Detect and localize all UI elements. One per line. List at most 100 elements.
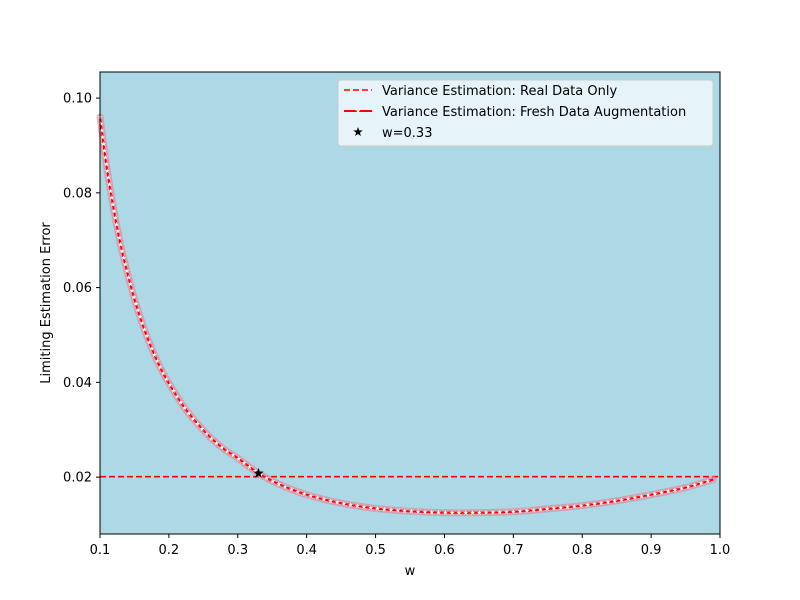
plot-area bbox=[100, 72, 720, 534]
series-marker bbox=[163, 376, 169, 382]
series-marker bbox=[692, 482, 698, 488]
series-marker bbox=[116, 235, 122, 240]
series-marker bbox=[109, 195, 115, 200]
series-marker bbox=[565, 504, 570, 510]
series-marker bbox=[308, 493, 314, 498]
y-tick-label: 0.06 bbox=[63, 281, 92, 296]
series-marker bbox=[137, 314, 143, 319]
series-marker bbox=[625, 496, 631, 502]
series-marker bbox=[241, 460, 247, 466]
series-marker bbox=[517, 508, 523, 514]
series-layer bbox=[96, 113, 720, 517]
series-marker bbox=[295, 489, 301, 494]
series-marker bbox=[219, 444, 225, 450]
series-marker bbox=[152, 352, 157, 357]
series-marker bbox=[126, 274, 132, 280]
series-marker bbox=[236, 456, 242, 461]
series-marker bbox=[592, 501, 598, 507]
series-marker bbox=[395, 507, 401, 513]
series-marker bbox=[652, 491, 658, 497]
series-marker bbox=[558, 505, 564, 510]
series-marker bbox=[639, 493, 644, 499]
series-marker bbox=[111, 208, 117, 214]
series-marker bbox=[195, 421, 200, 426]
series-marker bbox=[110, 201, 116, 207]
series-marker bbox=[160, 370, 166, 376]
series-marker bbox=[354, 503, 360, 509]
series-marker bbox=[504, 509, 509, 515]
series-marker bbox=[141, 326, 147, 332]
series-marker bbox=[645, 492, 651, 498]
series-marker bbox=[119, 248, 125, 254]
series-marker bbox=[612, 498, 618, 504]
series-marker bbox=[214, 440, 220, 446]
series-marker bbox=[375, 506, 380, 511]
series-marker bbox=[167, 382, 173, 388]
series-marker bbox=[672, 487, 678, 493]
series-marker bbox=[135, 307, 141, 313]
series-marker bbox=[301, 491, 307, 497]
series-marker bbox=[144, 333, 150, 339]
axes-layer: 0.1 0.2 0.3 0.4 0.5 0.6 0.7 0.8 0.9 1.0 0.02 0.04 0.… bbox=[63, 92, 730, 558]
series-marker bbox=[98, 121, 104, 126]
series-marker bbox=[129, 288, 135, 293]
series-marker bbox=[442, 510, 448, 515]
series-marker bbox=[341, 501, 347, 506]
series-marker bbox=[121, 255, 127, 260]
series-marker bbox=[618, 497, 624, 503]
series-marker bbox=[632, 495, 638, 500]
series-marker bbox=[456, 510, 462, 515]
x-tick-label: 0.1 bbox=[90, 543, 111, 558]
series-marker bbox=[178, 399, 184, 405]
series-marker bbox=[551, 505, 557, 511]
x-tick-label: 0.4 bbox=[296, 543, 317, 558]
legend: Variance Estimation: Real Data Only Vari… bbox=[337, 79, 714, 147]
series-marker bbox=[276, 481, 282, 487]
series-marker bbox=[224, 448, 230, 454]
series-marker bbox=[252, 468, 258, 474]
series-marker bbox=[659, 490, 665, 495]
series-marker bbox=[282, 484, 288, 489]
series-marker bbox=[415, 509, 421, 514]
series-marker bbox=[100, 134, 106, 140]
series-marker bbox=[544, 506, 550, 512]
series-marker bbox=[131, 294, 137, 300]
series-marker bbox=[127, 281, 133, 287]
x-tick-label: 0.8 bbox=[572, 543, 593, 558]
y-axis-label: Limiting Estimation Error bbox=[39, 222, 54, 384]
x-tick-label: 0.3 bbox=[227, 543, 248, 558]
series-marker bbox=[510, 509, 516, 514]
series-marker bbox=[105, 175, 111, 180]
y-tick-label: 0.10 bbox=[63, 92, 92, 107]
series-marker bbox=[270, 478, 276, 484]
series-marker bbox=[571, 503, 577, 509]
highlight-star-marker bbox=[253, 467, 264, 478]
series-marker bbox=[146, 339, 152, 345]
legend-label-highlight: w=0.33 bbox=[382, 126, 432, 141]
legend-marker-highlight bbox=[353, 127, 363, 137]
series-marker bbox=[490, 509, 496, 515]
series-marker bbox=[149, 346, 155, 351]
y-tick-label: 0.08 bbox=[63, 186, 92, 201]
series-marker bbox=[101, 141, 107, 147]
series-marker bbox=[314, 495, 320, 500]
series-marker bbox=[348, 502, 353, 508]
series-marker bbox=[104, 168, 110, 174]
legend-label-fresh-data: Variance Estimation: Fresh Data Augmenta… bbox=[382, 105, 686, 120]
x-tick-label: 0.2 bbox=[159, 543, 180, 558]
x-tick-label: 0.6 bbox=[434, 543, 455, 558]
series-marker bbox=[531, 507, 537, 513]
plot-frame bbox=[99, 71, 721, 535]
series-marker bbox=[605, 499, 611, 505]
series-marker bbox=[665, 488, 671, 494]
series-marker bbox=[328, 498, 333, 504]
series-marker bbox=[182, 405, 188, 411]
series-marker bbox=[361, 504, 367, 510]
series-marker bbox=[598, 500, 604, 506]
x-tick-label: 0.9 bbox=[641, 543, 662, 558]
series-marker bbox=[497, 509, 503, 515]
x-tick-label: 1.0 bbox=[710, 543, 731, 558]
series-marker bbox=[103, 161, 109, 167]
series-marker bbox=[209, 435, 215, 441]
